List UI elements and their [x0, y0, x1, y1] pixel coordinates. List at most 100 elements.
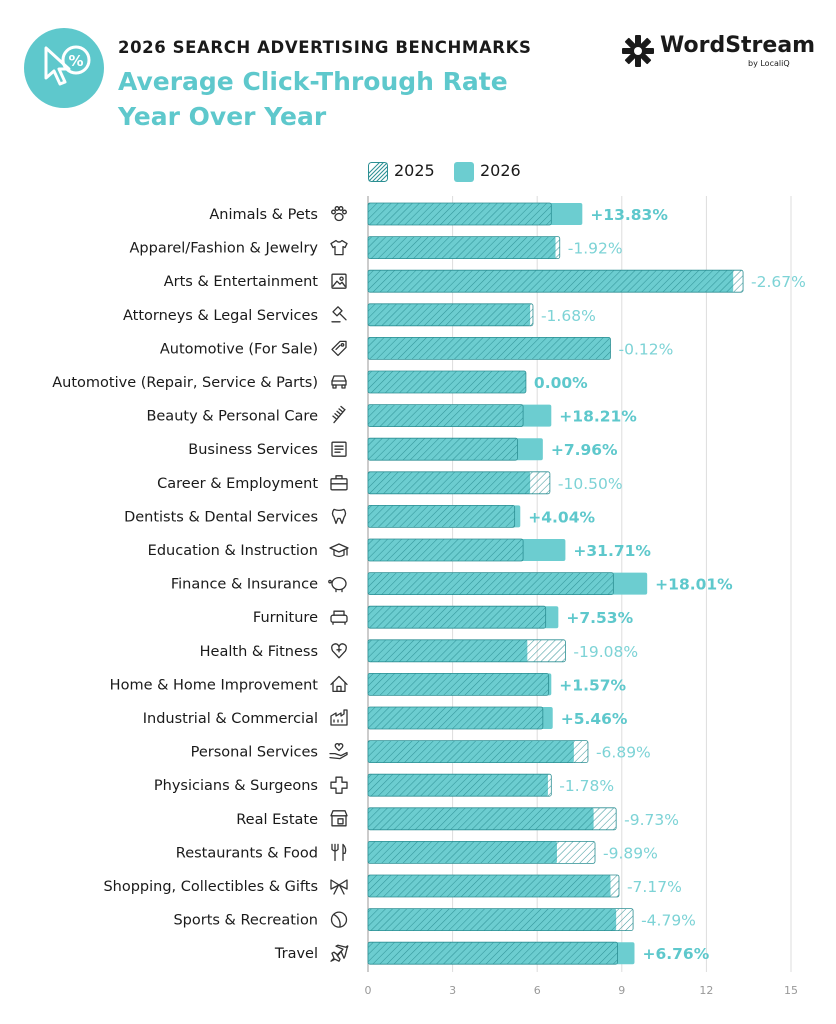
yoy-change-label: +1.57% — [559, 676, 626, 694]
bar-row: Home & Home Improvement +1.57% — [110, 673, 627, 696]
gavel-icon — [331, 306, 347, 323]
bar-2025 — [367, 673, 549, 696]
x-tick-label: 12 — [699, 984, 713, 997]
bar-2025 — [367, 404, 524, 428]
yoy-change-label: -4.79% — [641, 912, 696, 930]
category-label: Furniture — [253, 610, 318, 626]
tag-icon — [331, 340, 347, 357]
category-label: Industrial & Commercial — [143, 711, 318, 727]
yoy-change-label: +7.96% — [551, 441, 618, 459]
house-icon — [330, 675, 348, 693]
airplane-icon — [330, 944, 349, 962]
yoy-change-label: +7.53% — [566, 609, 633, 627]
bar-row: Education & Instruction +31.71% — [148, 538, 651, 562]
yoy-change-label: -1.92% — [568, 240, 623, 258]
graduation-cap-icon — [329, 543, 349, 558]
yoy-change-label: 0.00% — [534, 374, 588, 392]
yoy-change-label: +31.71% — [573, 542, 651, 560]
yoy-change-label: -6.89% — [596, 744, 651, 762]
yoy-change-label: -9.89% — [603, 844, 658, 862]
bar-2025 — [367, 773, 552, 797]
brand-name: WordStream — [660, 33, 816, 58]
x-tick-label: 3 — [449, 984, 456, 997]
chart-title: Average Click-Through Rate Year Over Yea… — [118, 64, 508, 134]
category-label: Physicians & Surgeons — [154, 778, 318, 794]
bar-2025 — [367, 303, 534, 327]
category-label: Sports & Recreation — [173, 913, 318, 929]
bar-row: Industrial & Commercial +5.46% — [143, 706, 628, 730]
bar-row: Shopping, Collectibles & Gifts -7.17% — [103, 874, 682, 898]
x-tick-label: 6 — [534, 984, 541, 997]
heart-icon — [331, 643, 347, 659]
yoy-change-label: +4.04% — [528, 508, 595, 526]
bar-row: Furniture +7.53% — [253, 605, 634, 629]
category-label: Education & Instruction — [148, 543, 318, 559]
yoy-change-label: +5.46% — [561, 710, 628, 728]
x-tick-label: 15 — [784, 984, 798, 997]
category-label: Beauty & Personal Care — [146, 409, 318, 425]
bar-2025 — [367, 941, 618, 965]
bar-row: Finance & Insurance +18.01% — [171, 572, 733, 595]
hand-heart-icon — [329, 742, 348, 760]
bar-row: Health & Fitness -19.08% — [200, 639, 638, 663]
storefront-icon — [330, 810, 348, 827]
bar-2025 — [367, 538, 524, 562]
svg-text:%: % — [68, 52, 83, 70]
comb-icon — [332, 405, 346, 424]
category-label: Travel — [274, 946, 318, 962]
yoy-change-label: +13.83% — [590, 206, 668, 224]
category-label: Automotive (Repair, Service & Parts) — [52, 375, 318, 391]
bar-row: Arts & Entertainment -2.67% — [164, 269, 806, 293]
bar-row: Restaurants & Food -9.89% — [176, 841, 658, 864]
picture-icon — [331, 273, 347, 289]
bar-2025 — [367, 336, 611, 360]
category-label: Arts & Entertainment — [164, 274, 319, 290]
bar-row: Automotive (Repair, Service & Parts) 0.00… — [52, 370, 588, 394]
wordstream-logo-icon — [622, 35, 654, 67]
brand-logo: WordStream by LocaliQ — [620, 33, 815, 73]
paw-icon — [331, 206, 347, 222]
category-label: Animals & Pets — [209, 207, 318, 223]
yoy-change-label: -19.08% — [573, 643, 638, 661]
legend-swatch-2026 — [454, 162, 474, 182]
bar-row: Career & Employment -10.50% — [157, 471, 623, 495]
category-label: Dentists & Dental Services — [124, 509, 318, 525]
bar-2025 — [367, 639, 566, 663]
bar-row: Physicians & Surgeons -1.78% — [154, 773, 614, 797]
medical-cross-icon — [330, 776, 348, 794]
bar-2025 — [367, 908, 634, 931]
legend-swatch-2025 — [368, 162, 388, 182]
briefcase-icon — [330, 475, 348, 491]
fork-knife-icon — [331, 843, 347, 862]
category-label: Real Estate — [236, 812, 318, 828]
yoy-change-label: -7.17% — [627, 878, 682, 896]
bar-row: Business Services +7.96% — [188, 437, 618, 461]
bar-2025 — [367, 269, 744, 293]
gift-bow-icon — [330, 879, 348, 895]
yoy-change-label: -9.73% — [624, 811, 679, 829]
category-label: Finance & Insurance — [171, 577, 318, 593]
bar-row: Travel +6.76% — [274, 941, 710, 965]
bar-2025 — [367, 504, 516, 528]
yoy-change-label: +18.21% — [559, 408, 637, 426]
bar-row: Automotive (For Sale) -0.12% — [160, 336, 673, 360]
piggy-bank-icon — [328, 576, 347, 593]
bar-2025 — [367, 706, 544, 730]
x-tick-label: 0 — [365, 984, 372, 997]
category-label: Apparel/Fashion & Jewelry — [130, 241, 319, 257]
tooth-icon — [331, 508, 347, 525]
bar-2025 — [367, 572, 614, 595]
yoy-change-label: -10.50% — [558, 475, 623, 493]
yoy-change-label: +18.01% — [655, 576, 733, 594]
bar-row: Real Estate -9.73% — [236, 807, 679, 831]
bar-2025 — [367, 202, 552, 226]
bar-2025 — [367, 807, 617, 831]
bar-row: Beauty & Personal Care +18.21% — [146, 404, 637, 428]
bar-2025 — [367, 874, 620, 898]
legend-label-2026: 2026 — [480, 161, 521, 180]
bar-2025 — [367, 841, 596, 864]
yoy-change-label: -1.78% — [559, 777, 614, 795]
bar-2025 — [367, 605, 547, 629]
bar-row: Attorneys & Legal Services -1.68% — [123, 303, 596, 327]
